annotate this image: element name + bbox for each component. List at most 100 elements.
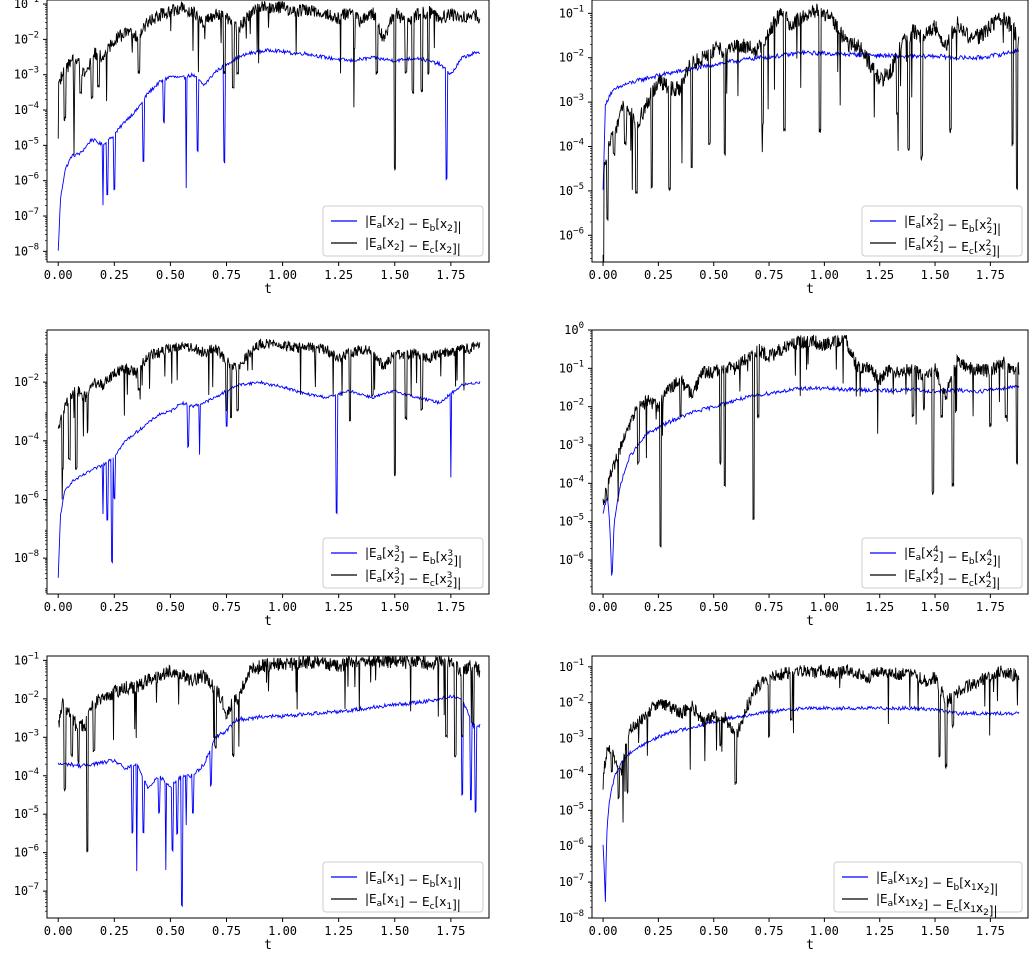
chart-top-right: 0.00 0.25 0.50 0.75 1.00 1.25 1.50 1.75 t 10−6 10−…: [559, 0, 1029, 297]
axes-frame: [46, 0, 490, 263]
x-tick-label: 0.00: [589, 924, 618, 938]
y-tick-label: 10−6: [14, 844, 39, 860]
x-tick-label: 0.25: [644, 924, 673, 938]
legend-label: |Ea[x1] − Eb[x1]|: [365, 870, 462, 890]
y-tick-label: 10−7: [14, 882, 39, 898]
x-axis-label: t: [806, 282, 814, 297]
legend-box: [833, 861, 1023, 913]
x-tick-label: 1.75: [976, 268, 1005, 282]
x-tick-label: 0.25: [100, 268, 129, 282]
y-tick-label: 100: [564, 321, 584, 337]
x-tick-label: 1.25: [865, 268, 894, 282]
legend: |Ea[x1] − Eb[x1]||Ea[x1] − Ec[x1]|: [322, 861, 484, 913]
series-line-ac: [57, 1, 481, 171]
y-tick-label: 10−4: [559, 474, 584, 490]
series-line-ac: [57, 338, 481, 500]
x-tick-label: 1.50: [921, 924, 950, 938]
x-tick-label: 1.75: [976, 600, 1005, 614]
x-tick-label: 0.50: [156, 268, 185, 282]
x-tick-label: 1.25: [865, 600, 894, 614]
y-tick-label: 10−2: [559, 398, 584, 414]
legend-box: [322, 537, 484, 589]
y-tick-label: 10−3: [14, 728, 39, 744]
y-tick-label: 10−7: [559, 873, 584, 889]
x-tick-label: 0.75: [755, 268, 784, 282]
x-tick-label: 1.75: [976, 924, 1005, 938]
series-line-ab: [602, 47, 1020, 190]
y-tick-label: 10−6: [14, 490, 39, 506]
y-tick-label: 10−5: [14, 136, 39, 152]
legend-box: [861, 205, 1023, 257]
x-tick-label: 1.50: [380, 924, 409, 938]
y-tick-label: 10−8: [559, 909, 584, 925]
x-tick-label: 1.00: [268, 600, 297, 614]
y-tick-label: 10−1: [559, 359, 584, 375]
legend-label: |Ea[x2 2] − Eb[x2 2]|: [904, 213, 1001, 236]
axes-frame: [591, 329, 1029, 595]
y-tick-label: 10−4: [14, 767, 39, 783]
x-tick-label: 1.50: [921, 268, 950, 282]
y-tick-label: 10−2: [14, 373, 39, 389]
x-axis-label: t: [264, 282, 272, 297]
legend-label: |Ea[x2] − Ec[x2]|: [365, 236, 461, 256]
axes-frame: [591, 0, 1029, 263]
legend-label: |Ea[x4 2] − Eb[x4 2]|: [904, 545, 1001, 568]
chart-middle-right: 0.00 0.25 0.50 0.75 1.00 1.25 1.50 1.75 t 10−6 10−…: [559, 321, 1029, 629]
x-tick-label: 0.50: [699, 924, 728, 938]
legend-box: [322, 861, 484, 913]
y-tick-label: 10−1: [559, 4, 584, 20]
y-tick-label: 10−6: [559, 551, 584, 567]
y-tick-label: 10−6: [559, 837, 584, 853]
x-tick-label: 0.00: [589, 600, 618, 614]
legend-label: |Ea[x3 2] − Eb[x3 2]|: [365, 545, 462, 568]
axes-frame: [591, 655, 1029, 919]
y-tick-label: 10−3: [559, 436, 584, 452]
legend: |Ea[x2] − Eb[x2]||Ea[x2] − Ec[x2]|: [322, 205, 484, 257]
x-tick-label: 1.25: [324, 600, 353, 614]
y-tick-label: 10−5: [559, 513, 584, 529]
x-tick-label: 1.75: [436, 268, 465, 282]
series-line-ab: [57, 47, 480, 251]
x-tick-label: 1.75: [436, 600, 465, 614]
chart-top-left: 0.00 0.25 0.50 0.75 1.00 1.25 1.50 1.75 t 10−8 10−…: [14, 0, 490, 297]
legend: |Ea[x3 2] − Eb[x3 2]||Ea[x3 2] − Ec[x3 2]|: [322, 537, 484, 590]
x-tick-label: 1.00: [810, 924, 839, 938]
legend-label: |Ea[x2 2] − Ec[x2 2]|: [904, 235, 1000, 258]
series-line-ac: [602, 664, 1020, 823]
x-axis-label: t: [264, 938, 272, 953]
axes-frame: [46, 329, 490, 595]
x-tick-label: 0.50: [699, 600, 728, 614]
x-tick-label: 1.50: [380, 600, 409, 614]
y-tick-label: 10−4: [14, 101, 39, 117]
series-line-ab: [57, 379, 481, 578]
y-tick-label: 10−4: [559, 765, 584, 781]
x-tick-label: 1.25: [324, 924, 353, 938]
y-tick-label: 10−3: [14, 66, 39, 82]
series-line-ab: [602, 705, 1020, 902]
legend-label: |Ea[x1x2] − Ec[x1x2]|: [876, 892, 998, 918]
chart-bottom-right: 0.00 0.25 0.50 0.75 1.00 1.25 1.50 1.75 t 10−8 10−…: [559, 655, 1029, 953]
y-tick-label: 10−2: [559, 694, 584, 710]
x-axis-label: t: [806, 938, 814, 953]
x-tick-label: 0.00: [44, 600, 73, 614]
y-tick-label: 10−2: [14, 690, 39, 706]
x-axis-label: t: [806, 614, 814, 629]
legend-label: |Ea[x1] − Ec[x1]|: [365, 892, 461, 912]
y-tick-label: 10−1: [14, 0, 39, 11]
x-tick-label: 1.75: [436, 924, 465, 938]
legend-label: |Ea[x2] − Eb[x2]|: [365, 214, 462, 234]
x-tick-label: 0.75: [212, 924, 241, 938]
legend-box: [861, 537, 1023, 589]
chart-middle-left: 0.00 0.25 0.50 0.75 1.00 1.25 1.50 1.75 t 10−8 10−…: [14, 329, 490, 629]
y-tick-label: 10−5: [559, 182, 584, 198]
y-tick-label: 10−7: [14, 207, 39, 223]
x-tick-label: 1.25: [324, 268, 353, 282]
x-tick-label: 0.00: [589, 268, 618, 282]
x-tick-label: 0.00: [44, 268, 73, 282]
y-tick-label: 10−6: [559, 226, 584, 242]
y-tick-label: 10−8: [14, 549, 39, 565]
x-axis-label: t: [264, 614, 272, 629]
legend: |Ea[x1x2] − Eb[x1x2]||Ea[x1x2] − Ec[x1x2…: [833, 861, 1023, 918]
x-tick-label: 1.25: [865, 924, 894, 938]
x-tick-label: 1.00: [268, 924, 297, 938]
